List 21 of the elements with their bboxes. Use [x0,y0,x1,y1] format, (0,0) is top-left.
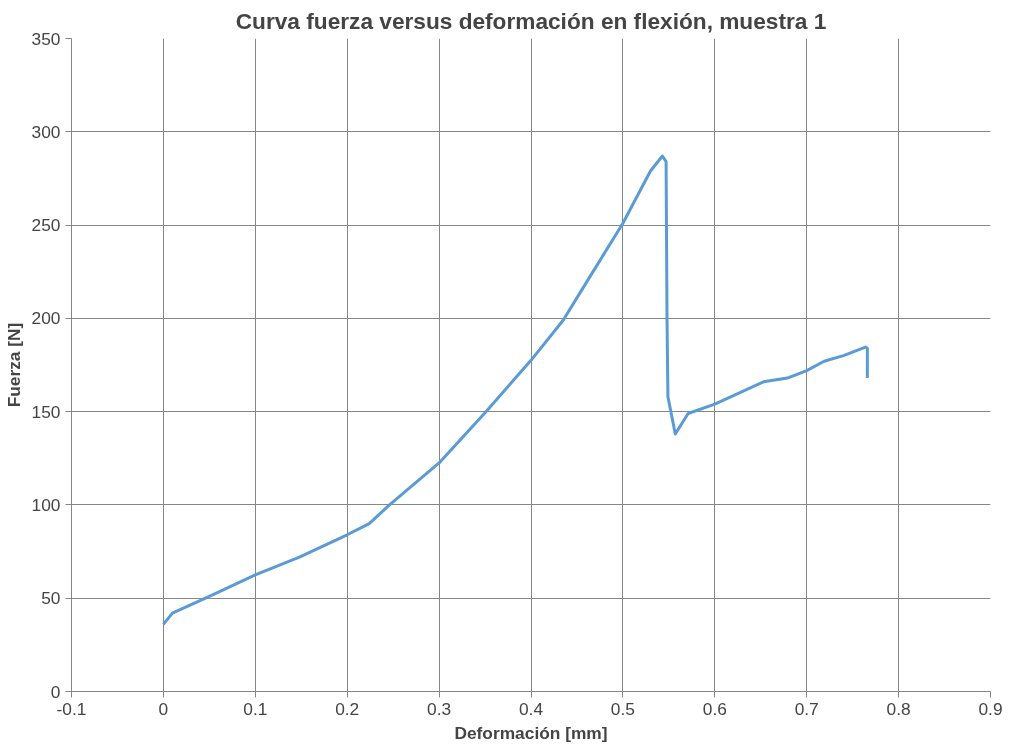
y-tick-label: 150 [31,401,61,422]
x-axis-title: Deformación [mm] [454,722,608,743]
y-tick-label: 300 [31,121,61,142]
y-tick-label: 50 [41,588,61,609]
x-tick-label: 0.8 [886,698,911,719]
x-tick-label: 0.1 [243,698,268,719]
y-tick-label: 250 [31,215,61,236]
line-series [161,154,869,626]
x-tick-label: 0.4 [518,698,544,719]
x-tick-label: 0.2 [335,698,360,719]
y-tick-label: 100 [31,494,61,515]
chart-title: Curva fuerza versus deformación en flexión, muestra 1 [235,7,827,34]
x-tick-label: 0.7 [794,698,819,719]
y-axis-title: Fuerza [N] [3,322,24,408]
x-tick-label: 0.6 [702,698,727,719]
y-tick-label: 350 [31,28,61,49]
x-tick-label: 0.3 [427,698,452,719]
y-tick-label: 200 [31,308,61,329]
x-tick-label: 0 [158,698,169,719]
x-tick-label: 0.5 [610,698,635,719]
x-tick-label: 0.9 [978,698,1003,719]
